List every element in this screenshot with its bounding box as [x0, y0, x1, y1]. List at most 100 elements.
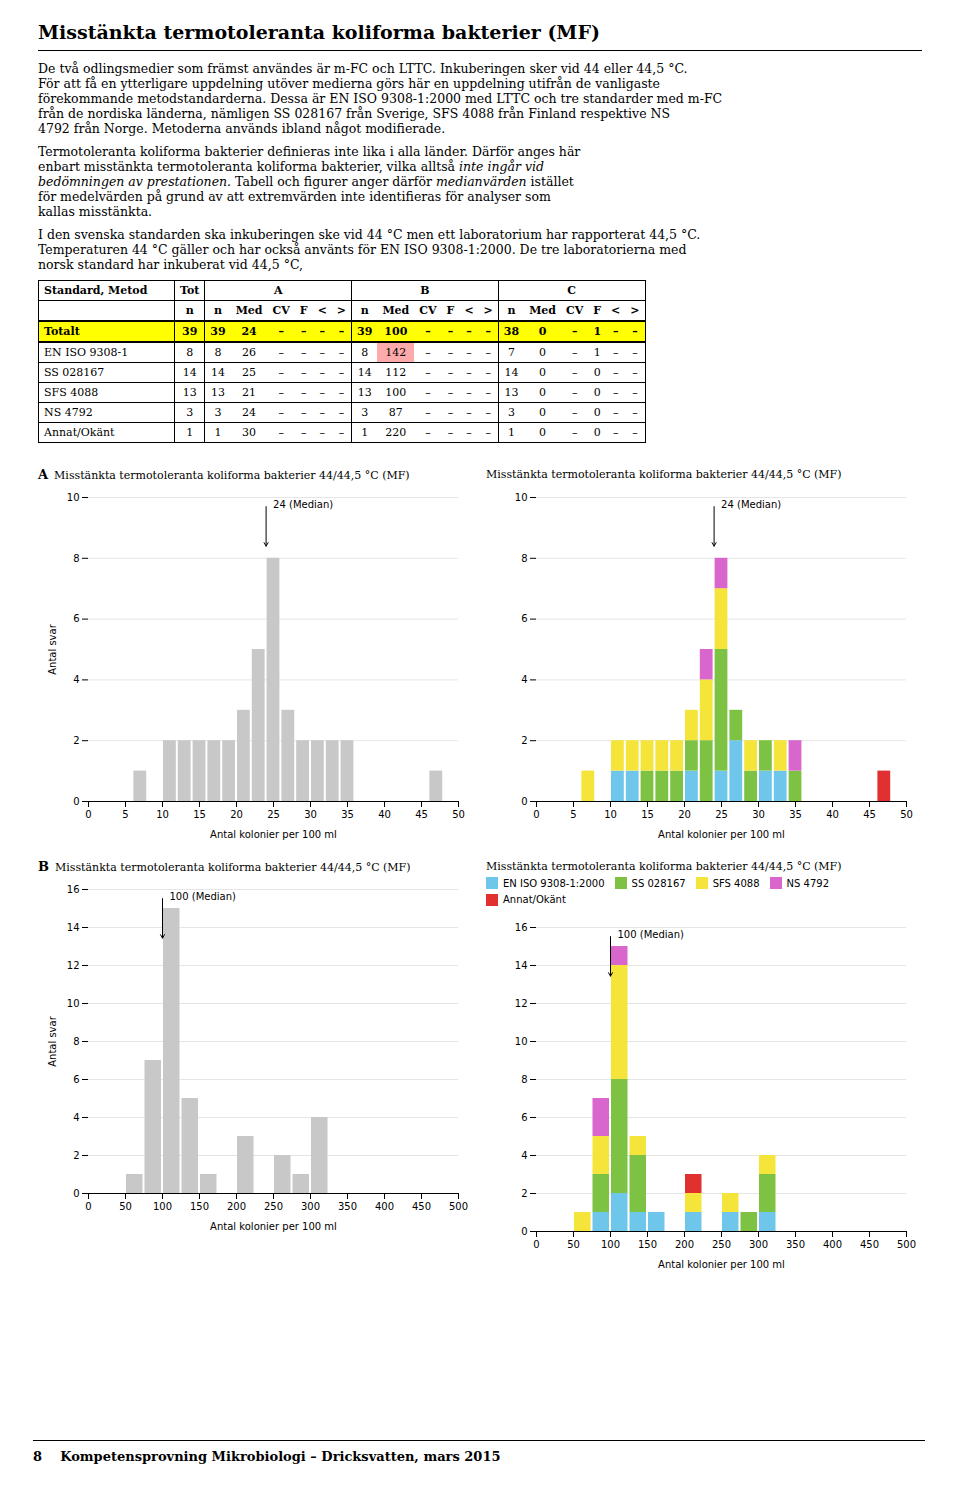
svg-text:25: 25 — [715, 809, 728, 820]
svg-text:10: 10 — [156, 809, 169, 820]
svg-text:10: 10 — [604, 809, 617, 820]
svg-text:Antal svar: Antal svar — [47, 623, 58, 674]
svg-text:0: 0 — [85, 1201, 91, 1212]
svg-text:10: 10 — [67, 492, 80, 503]
svg-text:400: 400 — [375, 1201, 394, 1212]
svg-text:450: 450 — [412, 1201, 431, 1212]
svg-text:Antal kolonier per 100 ml: Antal kolonier per 100 ml — [210, 829, 337, 840]
svg-text:15: 15 — [641, 809, 654, 820]
html-text:I den svenska standarden ska i: I den svenska standarden ska inkuberinge… — [38, 227, 701, 242]
svg-text:200: 200 — [227, 1201, 246, 1212]
svg-text:6: 6 — [73, 1074, 79, 1085]
html-text:4792 från Norge. Metoderna anv: 4792 från Norge. Metoderna används iblan… — [38, 121, 446, 136]
svg-text:35: 35 — [789, 809, 802, 820]
svg-text:0: 0 — [533, 809, 539, 820]
svg-text:0: 0 — [73, 796, 79, 807]
svg-text:150: 150 — [190, 1201, 209, 1212]
html-text:A Misstänkta termotoleranta ko: A Misstänkta termotoleranta koliforma ba… — [38, 467, 410, 482]
svg-text:4: 4 — [521, 674, 527, 685]
svg-text:350: 350 — [786, 1239, 805, 1250]
html-text:8 Kompetensprovning Mikrobiolo: 8 Kompetensprovning Mikrobiologi – Drick… — [33, 1449, 501, 1464]
svg-text:10: 10 — [67, 998, 80, 1009]
svg-text:400: 400 — [823, 1239, 842, 1250]
svg-text:0: 0 — [85, 809, 91, 820]
svg-text:2: 2 — [521, 1188, 527, 1199]
svg-text:500: 500 — [449, 1201, 468, 1212]
html-text:Termotoleranta koliforma bakte: Termotoleranta koliforma bakterier defin… — [38, 144, 581, 159]
html-text:kallas misstänkta.: kallas misstänkta. — [38, 204, 153, 219]
svg-text:30: 30 — [304, 809, 317, 820]
svg-text:8: 8 — [521, 553, 527, 564]
svg-text:45: 45 — [863, 809, 876, 820]
html-text:bedömningen av prestationen. T: bedömningen av prestationen. Tabell och … — [38, 174, 574, 189]
html-text:norsk standard har inkuberat v: norsk standard har inkuberat vid 44,5 °C… — [38, 257, 303, 272]
html-text:förekommande metodstandarderna: förekommande metodstandarderna. Dessa är… — [38, 91, 723, 106]
svg-text:12: 12 — [67, 960, 80, 971]
svg-text:16: 16 — [67, 884, 80, 895]
svg-text:Antal kolonier per 100 ml: Antal kolonier per 100 ml — [658, 829, 785, 840]
html-text:Misstänkta termotoleranta koli: Misstänkta termotoleranta koliforma bakt… — [38, 21, 600, 43]
svg-text:0: 0 — [521, 796, 527, 807]
svg-text:200: 200 — [675, 1239, 694, 1250]
svg-text:20: 20 — [230, 809, 243, 820]
svg-text:2: 2 — [521, 735, 527, 746]
svg-text:100: 100 — [601, 1239, 620, 1250]
svg-text:14: 14 — [67, 922, 80, 933]
html-text:Temperaturen 44 °C gäller och: Temperaturen 44 °C gäller och har också … — [38, 242, 687, 257]
svg-text:500: 500 — [897, 1239, 916, 1250]
svg-text:40: 40 — [378, 809, 391, 820]
svg-text:6: 6 — [521, 613, 527, 624]
svg-text:450: 450 — [860, 1239, 879, 1250]
svg-text:100 (Median): 100 (Median) — [618, 929, 685, 940]
svg-text:35: 35 — [341, 809, 354, 820]
svg-text:24 (Median): 24 (Median) — [721, 499, 781, 510]
svg-text:2: 2 — [73, 1150, 79, 1161]
html-text:För att få en ytterligare uppd: För att få en ytterligare uppdelning utö… — [38, 76, 660, 91]
svg-text:8: 8 — [521, 1074, 527, 1085]
svg-text:6: 6 — [73, 613, 79, 624]
html-text:för medelvärden på grund av at: för medelvärden på grund av att extremvä… — [38, 189, 551, 204]
svg-text:15: 15 — [193, 809, 206, 820]
svg-text:300: 300 — [301, 1201, 320, 1212]
svg-text:14: 14 — [515, 960, 528, 971]
svg-text:350: 350 — [338, 1201, 357, 1212]
svg-text:10: 10 — [515, 492, 528, 503]
svg-text:50: 50 — [567, 1239, 580, 1250]
html-text:enbart misstänkta termotoleran: enbart misstänkta termotoleranta kolifor… — [38, 159, 544, 174]
svg-text:16: 16 — [515, 922, 528, 933]
svg-text:20: 20 — [678, 809, 691, 820]
svg-text:8: 8 — [73, 553, 79, 564]
svg-text:250: 250 — [264, 1201, 283, 1212]
svg-text:4: 4 — [73, 1112, 79, 1123]
svg-text:5: 5 — [570, 809, 576, 820]
svg-text:150: 150 — [638, 1239, 657, 1250]
svg-text:45: 45 — [415, 809, 428, 820]
svg-text:100 (Median): 100 (Median) — [170, 891, 237, 902]
svg-text:100: 100 — [153, 1201, 172, 1212]
svg-text:40: 40 — [826, 809, 839, 820]
svg-text:2: 2 — [73, 735, 79, 746]
svg-text:50: 50 — [452, 809, 465, 820]
svg-text:10: 10 — [515, 1036, 528, 1047]
svg-text:Antal kolonier per 100 ml: Antal kolonier per 100 ml — [658, 1259, 785, 1270]
svg-text:4: 4 — [521, 1150, 527, 1161]
svg-text:300: 300 — [749, 1239, 768, 1250]
svg-text:0: 0 — [533, 1239, 539, 1250]
html-text:De två odlingsmedier som främs: De två odlingsmedier som främst användes… — [38, 61, 688, 76]
svg-text:Antal svar: Antal svar — [47, 1015, 58, 1066]
svg-text:0: 0 — [73, 1188, 79, 1199]
svg-text:Antal kolonier per 100 ml: Antal kolonier per 100 ml — [210, 1221, 337, 1232]
svg-text:8: 8 — [73, 1036, 79, 1047]
svg-text:250: 250 — [712, 1239, 731, 1250]
svg-text:24 (Median): 24 (Median) — [273, 499, 333, 510]
svg-text:50: 50 — [119, 1201, 132, 1212]
svg-text:4: 4 — [73, 674, 79, 685]
svg-text:5: 5 — [122, 809, 128, 820]
svg-text:25: 25 — [267, 809, 280, 820]
svg-text:12: 12 — [515, 998, 528, 1009]
svg-text:0: 0 — [521, 1226, 527, 1237]
svg-text:6: 6 — [521, 1112, 527, 1123]
html-text:från de nordiska länderna, näm: från de nordiska länderna, nämligen SS 0… — [38, 106, 671, 121]
svg-text:30: 30 — [752, 809, 765, 820]
svg-text:50: 50 — [900, 809, 913, 820]
